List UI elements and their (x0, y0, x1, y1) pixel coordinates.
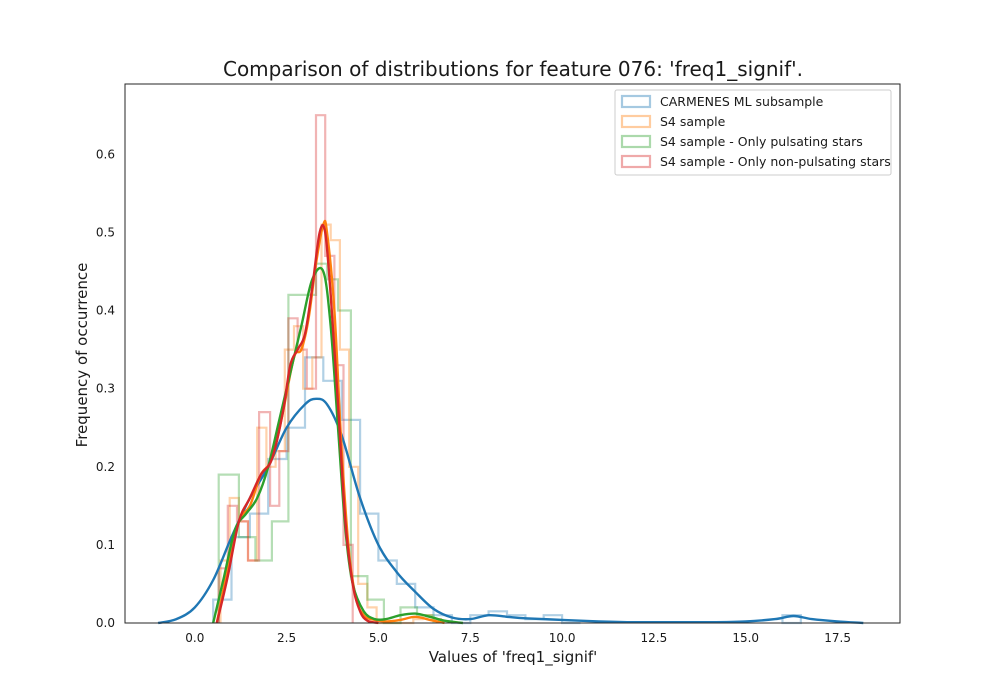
legend-label: S4 sample - Only non-pulsating stars (660, 154, 891, 169)
x-tick-label: 10.0 (549, 631, 576, 645)
y-tick-label: 0.1 (96, 538, 115, 552)
x-tick-label: 12.5 (641, 631, 668, 645)
x-tick-label: 15.0 (732, 631, 759, 645)
y-tick-label: 0.2 (96, 460, 115, 474)
series-2-kde-line (212, 266, 464, 625)
x-axis-label: Values of 'freq1_signif' (429, 648, 598, 667)
x-tick-label: 5.0 (369, 631, 388, 645)
x-axis-ticks: 0.0 2.5 5.0 7.5 10.0 12.5 15.0 17.5 (185, 631, 851, 645)
y-tick-label: 0.5 (96, 225, 115, 239)
chart-title: Comparison of distributions for feature … (223, 57, 803, 81)
series-0-group (212, 356, 802, 625)
plot-frame (124, 83, 901, 624)
y-tick-label: 0.0 (96, 616, 115, 630)
legend: CARMENES ML subsample S4 sample S4 sample … (614, 89, 892, 176)
series-0-kde-line (157, 397, 864, 625)
y-tick-label: 0.6 (96, 147, 115, 161)
y-tick-label: 0.3 (96, 382, 115, 396)
y-tick-label: 0.4 (96, 304, 115, 318)
series-2-histogram (217, 262, 435, 625)
series-0-histogram (212, 356, 581, 625)
legend-label: S4 sample - Only pulsating stars (660, 134, 863, 149)
y-axis-ticks: 0.0 0.1 0.2 0.3 0.4 0.5 0.6 (96, 147, 115, 630)
legend-box (614, 89, 892, 176)
x-tick-label: 17.5 (824, 631, 851, 645)
legend-label: S4 sample (660, 114, 726, 129)
series-2-group (217, 262, 435, 625)
legend-swatch (620, 94, 652, 109)
x-tick-label: 7.5 (461, 631, 480, 645)
legend-swatch (620, 134, 652, 149)
legend-swatch (620, 114, 652, 129)
x-tick-label: 2.5 (277, 631, 296, 645)
legend-swatch (620, 154, 652, 169)
x-tick-label: 0.0 (185, 631, 204, 645)
legend-label: CARMENES ML subsample (660, 94, 824, 109)
y-axis-label: Frequency of occurrence (73, 263, 91, 448)
series-3-kde-line (215, 223, 379, 625)
plot-area (157, 114, 864, 625)
